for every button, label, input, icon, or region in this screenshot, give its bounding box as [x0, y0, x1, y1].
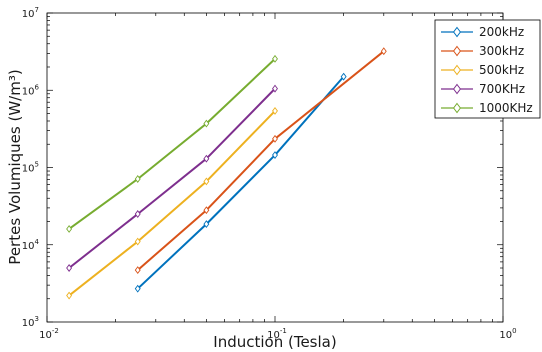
y-tick-label: 103	[22, 315, 39, 329]
legend-marker	[453, 102, 461, 114]
series-group	[66, 106, 278, 300]
legend-marker	[453, 64, 461, 76]
data-point-marker	[272, 151, 278, 159]
data-point-marker	[272, 134, 278, 143]
data-point-marker	[203, 206, 210, 215]
series-line	[68, 87, 276, 269]
data-point-marker	[134, 284, 141, 293]
legend-marker	[453, 26, 461, 38]
x-tick-label: 100	[499, 327, 516, 341]
series-layer	[66, 47, 387, 300]
series-group	[66, 54, 278, 233]
plot-frame	[46, 12, 504, 323]
y-tick-label: 106	[22, 83, 40, 97]
data-point-marker	[203, 154, 210, 163]
data-point-marker	[134, 175, 141, 183]
data-point-marker	[203, 119, 210, 128]
data-point-marker	[203, 177, 210, 186]
legend-marker	[453, 83, 461, 95]
data-point-marker	[134, 266, 141, 275]
legend-label: 1000KHz	[479, 101, 533, 115]
series-line	[68, 58, 276, 230]
legend: 200kHz 300kHz 500kHz 700KHz 1000KHz	[434, 19, 541, 119]
series-group	[134, 47, 387, 275]
x-tick-label: 10-2	[39, 327, 59, 341]
y-tick-label: 104	[22, 238, 40, 252]
legend-marker	[453, 45, 461, 57]
data-point-marker	[134, 210, 141, 218]
data-point-marker	[272, 54, 278, 63]
y-axis-label: Pertes Volumiques (W/m³)	[6, 69, 24, 264]
data-point-marker	[380, 47, 387, 56]
data-point-marker	[134, 237, 141, 246]
legend-box	[434, 19, 541, 119]
data-point-marker	[272, 84, 278, 93]
y-tick-label: 107	[22, 6, 39, 20]
x-axis-label: Induction (Tesla)	[213, 333, 336, 351]
x-tick-label: 10-1	[267, 327, 287, 341]
data-point-marker	[66, 264, 73, 272]
series-group	[66, 84, 278, 272]
series-line	[137, 50, 385, 271]
series-line	[137, 75, 345, 290]
legend-label: 200kHz	[479, 25, 524, 39]
y-tick-label: 105	[22, 161, 39, 175]
data-point-marker	[203, 220, 210, 229]
data-point-marker	[272, 106, 278, 115]
legend-label: 300kHz	[479, 44, 524, 58]
series-line	[68, 110, 276, 297]
legend-label: 500kHz	[479, 63, 524, 77]
legend-label: 700KHz	[479, 82, 525, 96]
data-point-marker	[340, 72, 347, 81]
tick-labels: 10-2 10-1 100 103 104 105 106 107	[22, 6, 517, 341]
series-group	[134, 72, 347, 293]
data-point-marker	[66, 225, 73, 233]
data-point-marker	[66, 291, 73, 300]
